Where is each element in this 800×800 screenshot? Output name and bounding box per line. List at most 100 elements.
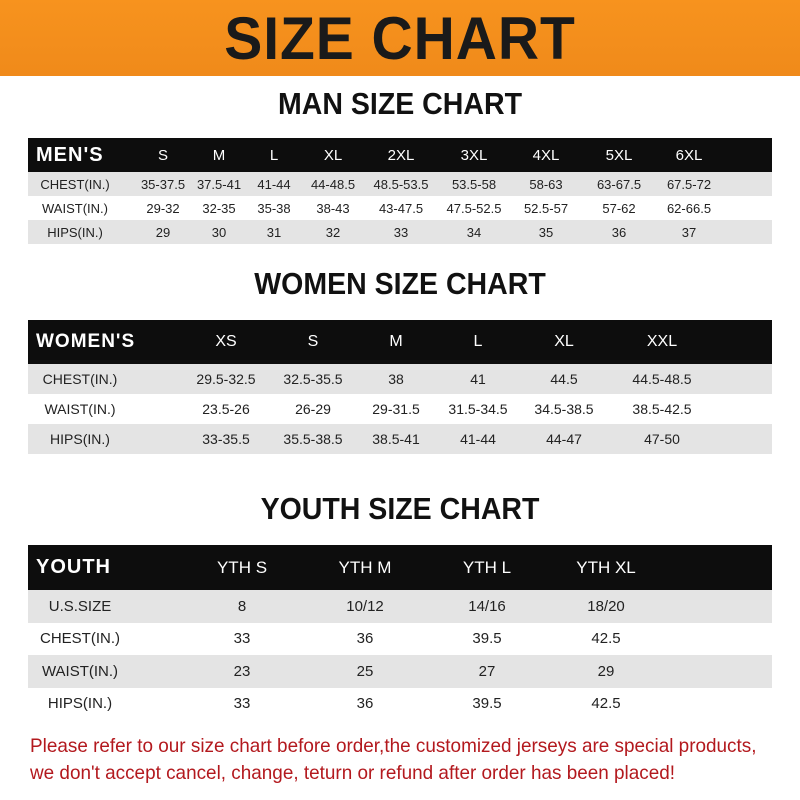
row-label: HIPS(IN.) bbox=[47, 695, 113, 713]
table-cell: 14/16 bbox=[468, 597, 506, 615]
table-cell: 32.5-35.5 bbox=[283, 371, 343, 387]
youth-header-row: YOUTH YTH S YTH M YTH L YTH XL bbox=[28, 545, 772, 590]
table-cell: 32 bbox=[325, 224, 341, 240]
table-cell: 47.5-52.5 bbox=[446, 200, 502, 216]
table-cell: 38.5-41 bbox=[372, 431, 420, 447]
table-cell: 33 bbox=[393, 224, 409, 240]
women-header-row: WOMEN'S XS S M L XL XXL bbox=[28, 320, 772, 364]
table-cell: 10/12 bbox=[346, 597, 384, 615]
size-header-cell: XL bbox=[323, 146, 343, 164]
table-cell: 31.5-34.5 bbox=[448, 401, 508, 417]
youth-size-table: YOUTH YTH S YTH M YTH L YTH XL U.S.SIZE 8 10/12… bbox=[28, 545, 772, 720]
size-header-cell: L bbox=[473, 333, 483, 350]
table-cell: 41-44 bbox=[460, 431, 496, 447]
size-header-cell: YTH S bbox=[216, 557, 268, 577]
table-cell: 44-48.5 bbox=[310, 176, 356, 192]
table-cell: 57-62 bbox=[602, 200, 636, 216]
table-cell: 29-31.5 bbox=[372, 401, 420, 417]
table-row: HIPS(IN.) 33-35.5 35.5-38.5 38.5-41 41-44 44-… bbox=[28, 424, 772, 454]
table-cell: 67.5-72 bbox=[666, 176, 712, 192]
banner: SIZE CHART bbox=[0, 0, 800, 76]
table-cell: 48.5-53.5 bbox=[373, 176, 429, 192]
table-cell: 53.5-58 bbox=[451, 176, 497, 192]
table-cell: 23.5-26 bbox=[202, 401, 250, 417]
size-header-cell: 6XL bbox=[675, 146, 703, 164]
table-row: CHEST(IN.) 29.5-32.5 32.5-35.5 38 41 44.5 44.5… bbox=[28, 364, 772, 394]
size-header-cell: 4XL bbox=[532, 146, 560, 164]
table-cell: 44.5 bbox=[550, 371, 578, 387]
return-policy-notice: Please refer to our size chart before or… bbox=[30, 735, 757, 784]
table-cell: 37 bbox=[681, 224, 697, 240]
size-header-cell: S bbox=[307, 333, 319, 350]
table-cell: 33 bbox=[233, 630, 251, 648]
table-cell: 44.5-48.5 bbox=[632, 371, 692, 387]
table-cell: 32-35 bbox=[202, 200, 236, 216]
table-row: HIPS(IN.) 33 36 39.5 42.5 bbox=[28, 687, 772, 720]
size-header-cell: XL bbox=[554, 333, 574, 350]
table-cell: 33-35.5 bbox=[202, 431, 250, 447]
table-cell: 29-32 bbox=[146, 200, 180, 216]
table-cell: 31 bbox=[266, 224, 282, 240]
youth-section-title: YOUTH SIZE CHART bbox=[260, 491, 540, 526]
men-section-title: MAN SIZE CHART bbox=[277, 86, 523, 121]
table-row: WAIST(IN.) 23.5-26 26-29 29-31.5 31.5-34.5 34… bbox=[28, 394, 772, 424]
size-header-cell: L bbox=[269, 146, 279, 164]
size-header-cell: M bbox=[389, 333, 403, 350]
youth-header-label: YOUTH bbox=[36, 556, 111, 578]
size-header-cell: YTH M bbox=[338, 557, 392, 577]
table-row: CHEST(IN.) 33 36 39.5 42.5 bbox=[28, 622, 772, 655]
size-header-cell: YTH XL bbox=[576, 557, 636, 577]
row-label: WAIST(IN.) bbox=[44, 401, 116, 417]
table-cell: 35.5-38.5 bbox=[283, 431, 343, 447]
banner-title: SIZE CHART bbox=[224, 5, 576, 72]
table-cell: 23 bbox=[233, 662, 251, 680]
table-cell: 47-50 bbox=[644, 431, 680, 447]
table-cell: 18/20 bbox=[587, 597, 625, 615]
size-header-cell: XS bbox=[215, 333, 237, 350]
table-cell: 39.5 bbox=[472, 630, 502, 648]
row-label: U.S.SIZE bbox=[48, 597, 112, 615]
table-cell: 42.5 bbox=[591, 695, 621, 713]
table-cell: 27 bbox=[478, 662, 496, 680]
men-size-table: MEN'S S M L XL 2XL 3XL 4XL 5XL 6XL CHEST(IN.) 35-37… bbox=[28, 138, 772, 244]
table-cell: 58-63 bbox=[529, 176, 563, 192]
table-cell: 43-47.5 bbox=[378, 200, 424, 216]
row-label: HIPS(IN.) bbox=[50, 431, 110, 447]
table-cell: 29 bbox=[597, 662, 615, 680]
table-cell: 25 bbox=[356, 662, 374, 680]
table-row: WAIST(IN.) 23 25 27 29 bbox=[28, 655, 772, 688]
size-header-cell: XXL bbox=[646, 333, 678, 350]
table-cell: 35-38 bbox=[257, 200, 291, 216]
size-header-cell: 3XL bbox=[460, 146, 488, 164]
row-label: CHEST(IN.) bbox=[40, 176, 110, 192]
table-cell: 36 bbox=[356, 695, 374, 713]
table-row: HIPS(IN.) 29 30 31 32 33 34 35 36 37 bbox=[28, 220, 772, 244]
row-label: CHEST(IN.) bbox=[40, 630, 120, 648]
table-cell: 36 bbox=[356, 630, 374, 648]
table-cell: 35 bbox=[538, 224, 554, 240]
row-label: WAIST(IN.) bbox=[42, 200, 108, 216]
size-header-cell: S bbox=[157, 146, 169, 164]
table-cell: 34 bbox=[466, 224, 482, 240]
row-label: CHEST(IN.) bbox=[42, 371, 118, 387]
women-size-table: WOMEN'S XS S M L XL XXL CHEST(IN.) 29.5-32.5 32.5… bbox=[28, 320, 772, 454]
table-cell: 41-44 bbox=[257, 176, 291, 192]
size-header-cell: 5XL bbox=[605, 146, 633, 164]
table-cell: 33 bbox=[233, 695, 251, 713]
table-cell: 39.5 bbox=[472, 695, 502, 713]
women-section-title: WOMEN SIZE CHART bbox=[254, 266, 546, 301]
men-header-row: MEN'S S M L XL 2XL 3XL 4XL 5XL 6XL bbox=[28, 138, 772, 172]
row-label: HIPS(IN.) bbox=[47, 224, 103, 240]
table-cell: 38.5-42.5 bbox=[632, 401, 692, 417]
table-cell: 37.5-41 bbox=[196, 176, 242, 192]
table-cell: 30 bbox=[211, 224, 227, 240]
table-row: U.S.SIZE 8 10/12 14/16 18/20 bbox=[28, 590, 772, 623]
size-header-cell: 2XL bbox=[387, 146, 415, 164]
row-label: WAIST(IN.) bbox=[41, 662, 119, 680]
size-header-cell: YTH L bbox=[462, 557, 512, 577]
table-cell: 41 bbox=[470, 371, 486, 387]
table-row: WAIST(IN.) 29-32 32-35 35-38 38-43 43-47.5 47.… bbox=[28, 196, 772, 220]
table-cell: 8 bbox=[237, 597, 247, 615]
men-header-label: MEN'S bbox=[36, 143, 104, 166]
table-row: CHEST(IN.) 35-37.5 37.5-41 41-44 44-48.5 48.5… bbox=[28, 172, 772, 196]
